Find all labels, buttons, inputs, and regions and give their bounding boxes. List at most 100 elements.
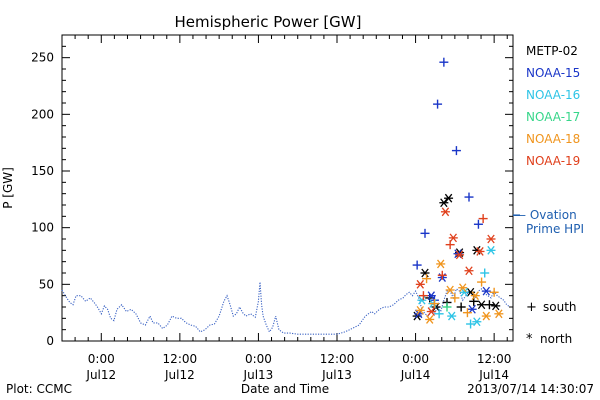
x-tick-date-label: Jul14: [478, 368, 509, 382]
data-point: [440, 207, 450, 217]
y-tick-label: 250: [31, 51, 54, 65]
data-point: [473, 219, 483, 229]
x-tick-date-label: Jul12: [85, 368, 116, 382]
chart-title: Hemispheric Power [GW]: [175, 13, 362, 31]
data-point: [439, 198, 449, 208]
ovation-label-line1: — Ovation: [514, 208, 577, 222]
legend-entry-noaa-17: NOAA-17: [526, 110, 580, 124]
data-point: [481, 311, 491, 321]
star-marker-d2: [473, 245, 481, 255]
footer: Plot: CCMC Date and Time 2013/07/14 14:3…: [6, 382, 594, 396]
data-point: [417, 295, 427, 305]
star-marker-d2: [476, 247, 484, 256]
star-marker-d2: [465, 266, 473, 276]
star-marker-d2: [460, 287, 468, 297]
y-tick-label: 100: [31, 221, 54, 235]
data-point: [475, 247, 485, 256]
x-tick-time-label: 12:00: [163, 352, 198, 366]
star-marker-d2: [459, 283, 467, 293]
series-noaa-17: [442, 302, 452, 312]
star-marker-d2: [471, 291, 479, 301]
data-point: [484, 300, 494, 310]
x-tick-time-label: 0:00: [245, 352, 272, 366]
data-point: [420, 268, 430, 278]
star-marker-d2: [487, 234, 495, 244]
legend-entry-noaa-18: NOAA-18: [526, 132, 580, 146]
star-marker-d2: [487, 245, 495, 255]
data-point: [439, 57, 449, 67]
data-point: [456, 302, 466, 312]
data-point: [444, 193, 454, 203]
y-tick-label: 50: [39, 277, 54, 291]
x-axis-label: Date and Time: [241, 382, 329, 396]
star-marker-d2: [455, 250, 464, 260]
data-point: [486, 234, 496, 244]
data-point: [455, 250, 465, 260]
satellite-markers: [412, 57, 504, 329]
series-noaa-18: [415, 259, 504, 324]
x-tick-time-label: 0:00: [402, 352, 429, 366]
star-marker-d2: [416, 305, 424, 315]
background-trace: [61, 282, 511, 335]
data-point: [459, 287, 469, 297]
series-noaa-19: [415, 207, 496, 316]
data-point: [470, 291, 480, 301]
y-tick-label: 200: [31, 107, 54, 121]
star-marker-d2: [427, 291, 435, 301]
data-point: [429, 299, 439, 309]
data-point: [412, 260, 422, 270]
series-metp-02: [412, 193, 501, 321]
data-point: [451, 146, 461, 156]
star-marker-d2: [440, 198, 448, 208]
y-axis: 0 50 100 150 200 250: [31, 34, 513, 348]
data-point: [415, 305, 425, 315]
data-point: [481, 286, 491, 296]
data-point: [437, 270, 447, 280]
data-point: [425, 315, 435, 324]
x-tick-time-label: 12:00: [320, 352, 355, 366]
x-tick-time-label: 0:00: [88, 352, 115, 366]
star-marker-d2: [437, 259, 445, 269]
y-tick-label: 0: [46, 334, 54, 348]
data-point: [447, 311, 457, 321]
legend: METP-02 NOAA-15 NOAA-16 NOAA-17 NOAA-18 NOAA-…: [526, 44, 580, 168]
data-point: [458, 283, 468, 293]
symbol-south-label: south: [543, 300, 577, 314]
ovation-indicator: — Ovation Prime HPI: [513, 208, 584, 236]
y-axis-label: P [GW]: [1, 167, 15, 209]
star-marker-d2: [446, 285, 454, 295]
legend-entry-noaa-19: NOAA-19: [526, 154, 580, 168]
star-marker-d2: [441, 207, 450, 217]
data-point: [464, 266, 474, 276]
data-point: [486, 245, 496, 255]
star-marker-d2: [466, 287, 475, 297]
data-point: [445, 240, 455, 250]
star-marker-d2: [427, 307, 435, 316]
symbol-north-label: north: [540, 332, 572, 346]
star-marker-d2: [477, 300, 486, 310]
legend-entry-noaa-15: NOAA-15: [526, 66, 580, 80]
star-marker-d2: [495, 309, 503, 319]
footer-credit: Plot: CCMC: [6, 382, 72, 396]
data-point: [415, 279, 425, 289]
series-noaa-15: [412, 57, 491, 319]
data-point: [418, 291, 428, 301]
data-point: [442, 302, 452, 312]
data-point: [445, 285, 455, 295]
legend-entry-metp-02: METP-02: [526, 44, 578, 58]
data-point: [477, 300, 487, 310]
hpi-trace-line: [61, 282, 511, 335]
plot-area: [61, 34, 514, 342]
data-point: [477, 277, 487, 287]
data-point: [436, 259, 446, 269]
data-point: [480, 268, 490, 278]
data-point: [426, 291, 436, 301]
y-tick-label: 150: [31, 164, 54, 178]
data-point: [491, 301, 501, 311]
star-marker-d2: [482, 286, 490, 296]
star-marker-d2: [449, 233, 457, 243]
data-point: [420, 228, 430, 238]
symbol-legend: + south * north: [526, 300, 577, 347]
x-tick-date-label: Jul14: [400, 368, 431, 382]
